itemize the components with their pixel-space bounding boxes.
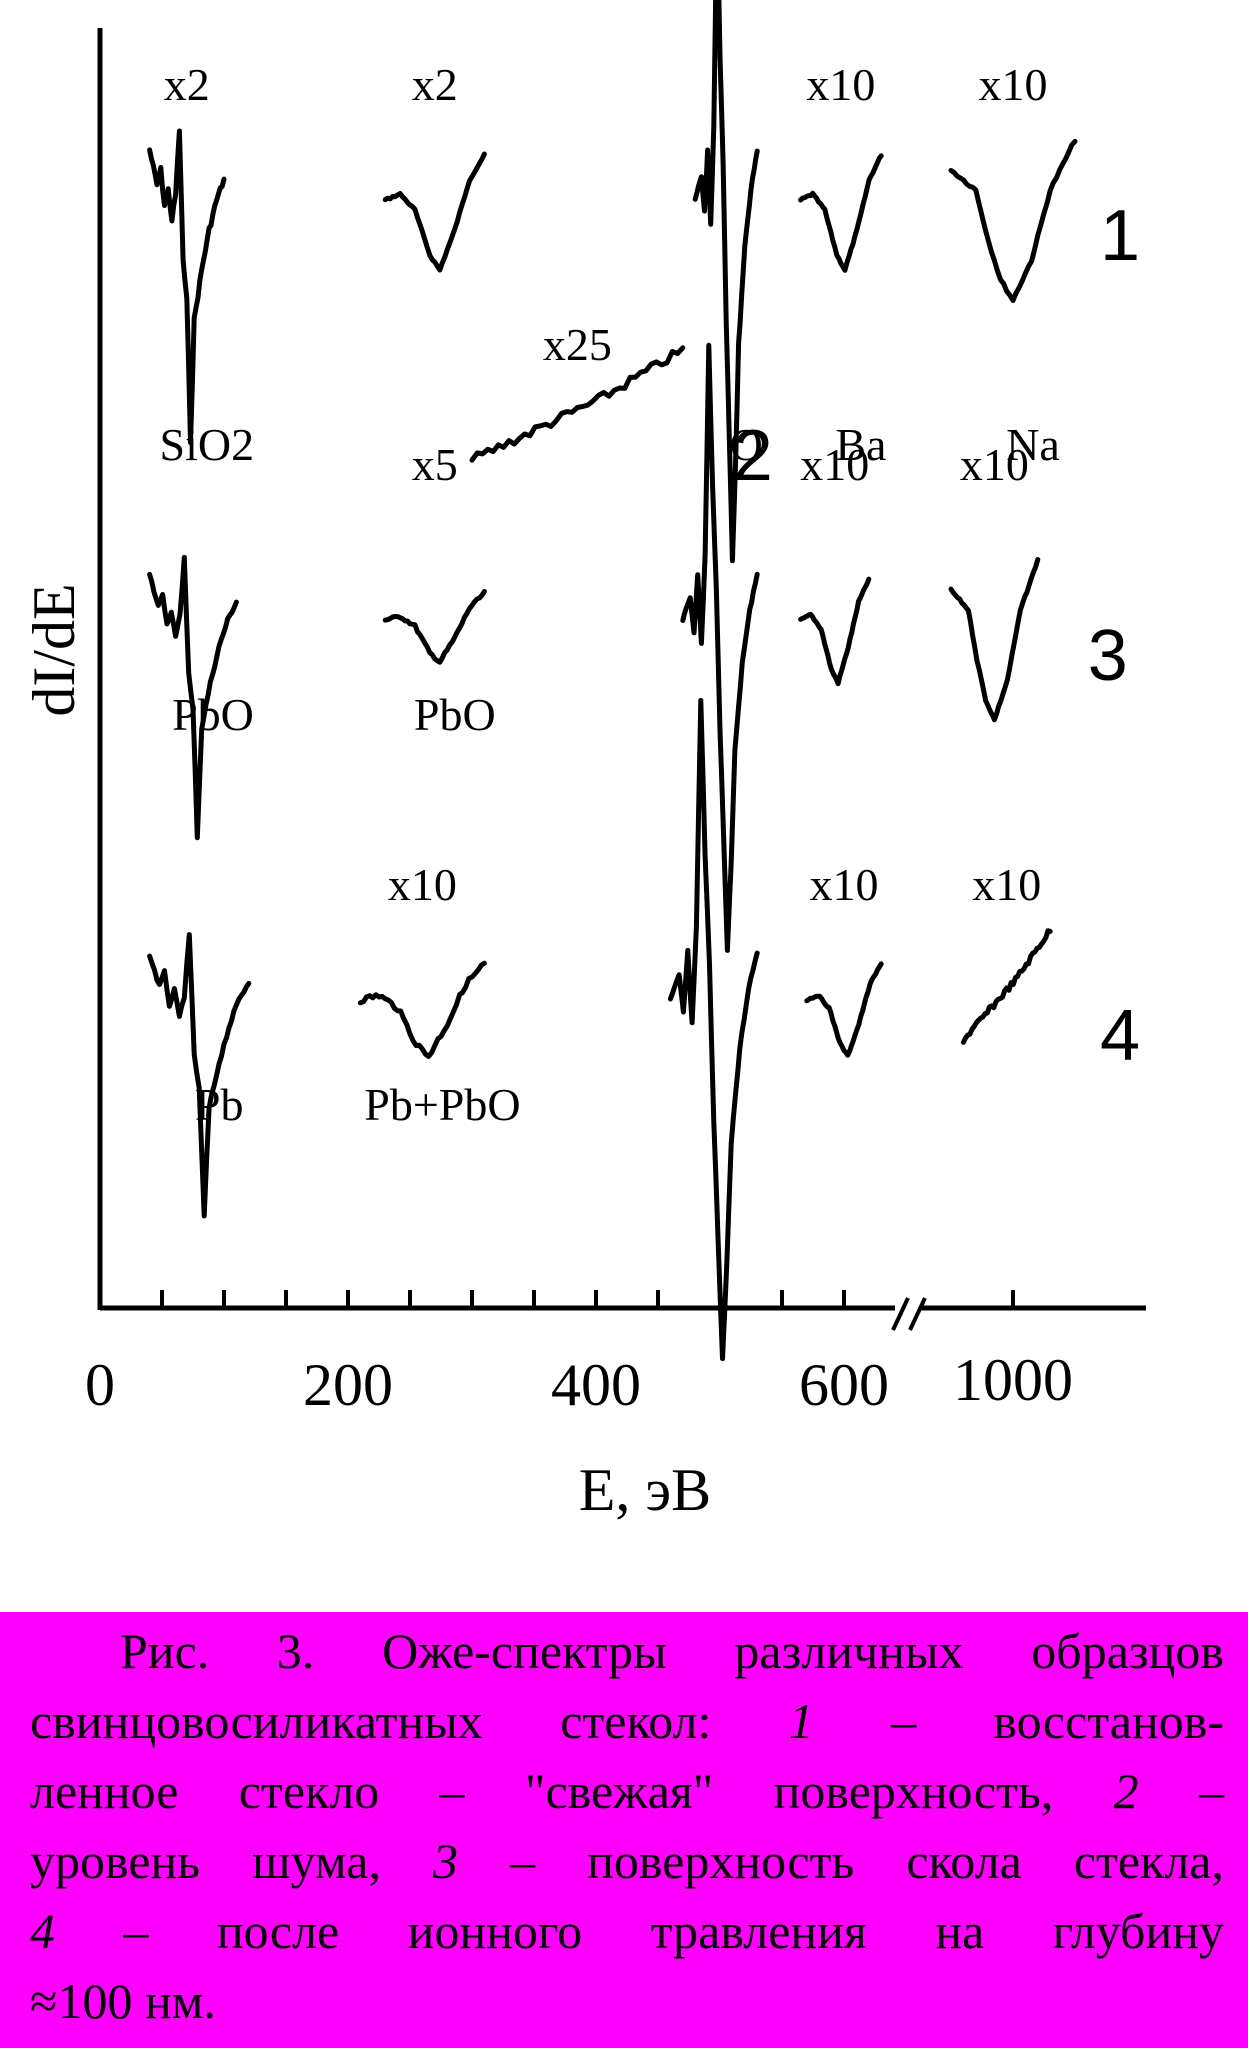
element-label: Ba <box>835 419 886 470</box>
y-axis-label: dI/dE <box>21 583 87 716</box>
trace-4-0 <box>147 932 252 1219</box>
element-label: PbO <box>172 689 254 740</box>
trace-4-1 <box>357 960 487 1059</box>
caption-line-5: 4 – после ионного травления на глубину <box>30 1896 1224 1966</box>
caption-text: – <box>1138 1763 1225 1819</box>
scale-label: x10 <box>800 439 869 490</box>
trace-3-3 <box>798 576 872 687</box>
x-tick-labels: 0 200 400 600 1000 <box>85 1347 1073 1418</box>
trace-1-4 <box>948 138 1078 303</box>
x-tick-label: 0 <box>85 1352 115 1418</box>
series-number: 2 <box>733 416 773 496</box>
axis-break <box>891 1297 927 1331</box>
trace-3-4 <box>948 557 1041 723</box>
caption-series-4-ref: 4 <box>30 1903 55 1959</box>
caption-text: – восстанов- <box>813 1693 1224 1749</box>
caption-text: ленное стекло – "свежая" поверхность, <box>30 1763 1114 1819</box>
x-axis-label: E, эВ <box>579 1457 711 1523</box>
x-tick-label: 200 <box>303 1352 393 1418</box>
series-number: 3 <box>1088 616 1128 696</box>
trace-4-3 <box>804 961 884 1058</box>
series-number: 1 <box>1100 196 1140 276</box>
trace-1-2 <box>692 0 760 564</box>
scale-label: x10 <box>810 859 879 910</box>
trace-2-0 <box>469 345 686 463</box>
trace-4-2 <box>667 697 760 1362</box>
caption-text: свинцовосиликатных стекол: <box>30 1693 789 1749</box>
caption-series-3-ref: 3 <box>433 1833 459 1889</box>
element-label: SiO2 <box>160 419 255 470</box>
scale-label: x2 <box>412 59 458 110</box>
trace-3-1 <box>382 589 487 665</box>
x-tick-label: 1000 <box>953 1347 1073 1413</box>
trace-4-4 <box>960 928 1053 1045</box>
element-label: Pb+PbO <box>364 1079 520 1130</box>
scale-label: x10 <box>960 439 1029 490</box>
scale-label: x10 <box>806 59 875 110</box>
scale-label: x10 <box>972 859 1041 910</box>
scale-label: x10 <box>388 859 457 910</box>
caption-line-2: свинцовосиликатных стекол: 1 – восстанов… <box>30 1686 1224 1756</box>
trace-1-1 <box>382 151 487 273</box>
trace-1-3 <box>798 153 884 273</box>
caption-text: – после ионного травления на глубину <box>55 1903 1224 1959</box>
caption-text: – поверхность скола стекла, <box>458 1833 1224 1889</box>
x-tick-label: 600 <box>799 1352 889 1418</box>
scale-label: x5 <box>412 439 458 490</box>
element-label: Pb <box>195 1079 244 1130</box>
trace-3-0 <box>147 554 239 841</box>
figure-caption: Рис. 3. Оже-спектры различных образцов с… <box>0 1612 1248 2048</box>
element-label: Na <box>1006 419 1060 470</box>
element-label: O <box>730 419 763 470</box>
caption-series-1-ref: 1 <box>788 1693 814 1749</box>
chart-svg: 0 200 400 600 1000 E, эВ dI/dE x2SiO2x2Ox10B… <box>21 0 1146 1523</box>
series-number: 4 <box>1100 996 1140 1076</box>
caption-line-6: ≈100 нм. <box>30 1973 216 2029</box>
caption-line-4: уровень шума, 3 – поверхность скола стек… <box>30 1826 1224 1896</box>
caption-text: уровень шума, <box>30 1833 434 1889</box>
element-label: PbO <box>414 689 496 740</box>
caption-line-3: ленное стекло – "свежая" поверхность, 2 … <box>30 1756 1224 1826</box>
x-tick-label: 400 <box>551 1352 641 1418</box>
caption-series-2-ref: 2 <box>1113 1763 1139 1819</box>
x-ticks <box>160 1290 1015 1308</box>
trace-1-0 <box>147 128 227 446</box>
scale-label: x25 <box>543 319 612 370</box>
scale-label: x2 <box>164 59 210 110</box>
caption-line-1: Рис. 3. Оже-спектры различных образцов <box>120 1623 1224 1679</box>
scale-label: x10 <box>979 59 1048 110</box>
spectra-traces <box>147 0 1078 1362</box>
trace-3-2 <box>680 342 760 953</box>
